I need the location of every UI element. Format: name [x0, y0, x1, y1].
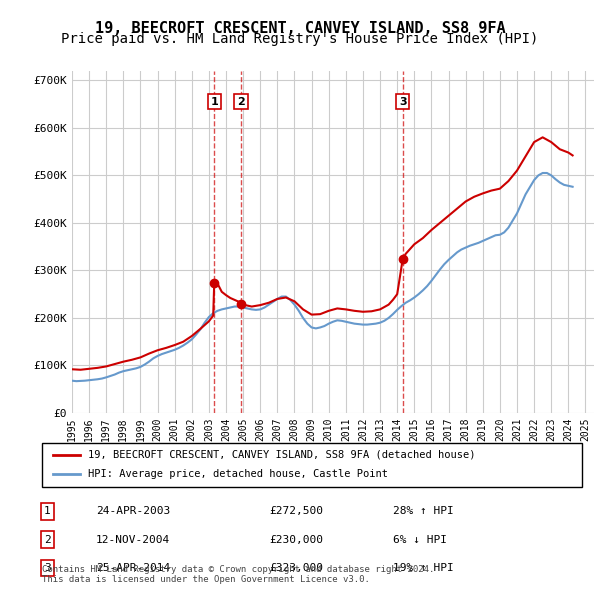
Text: £230,000: £230,000: [269, 535, 323, 545]
Text: 1: 1: [211, 97, 218, 107]
Text: 24-APR-2003: 24-APR-2003: [96, 506, 170, 516]
Text: 19, BEECROFT CRESCENT, CANVEY ISLAND, SS8 9FA: 19, BEECROFT CRESCENT, CANVEY ISLAND, SS…: [95, 21, 505, 35]
Text: 12-NOV-2004: 12-NOV-2004: [96, 535, 170, 545]
Text: 2: 2: [237, 97, 245, 107]
Text: Price paid vs. HM Land Registry's House Price Index (HPI): Price paid vs. HM Land Registry's House …: [61, 32, 539, 47]
Text: 2: 2: [44, 535, 51, 545]
Text: 19, BEECROFT CRESCENT, CANVEY ISLAND, SS8 9FA (detached house): 19, BEECROFT CRESCENT, CANVEY ISLAND, SS…: [88, 450, 475, 460]
Text: £323,000: £323,000: [269, 563, 323, 573]
FancyBboxPatch shape: [42, 442, 582, 487]
Text: 28% ↑ HPI: 28% ↑ HPI: [393, 506, 454, 516]
Text: 3: 3: [44, 563, 51, 573]
Text: 6% ↓ HPI: 6% ↓ HPI: [393, 535, 447, 545]
Text: £272,500: £272,500: [269, 506, 323, 516]
Text: 25-APR-2014: 25-APR-2014: [96, 563, 170, 573]
Text: HPI: Average price, detached house, Castle Point: HPI: Average price, detached house, Cast…: [88, 470, 388, 479]
Text: Contains HM Land Registry data © Crown copyright and database right 2024.
This d: Contains HM Land Registry data © Crown c…: [42, 565, 434, 584]
Text: 19% ↑ HPI: 19% ↑ HPI: [393, 563, 454, 573]
Text: 1: 1: [44, 506, 51, 516]
Text: 3: 3: [399, 97, 406, 107]
